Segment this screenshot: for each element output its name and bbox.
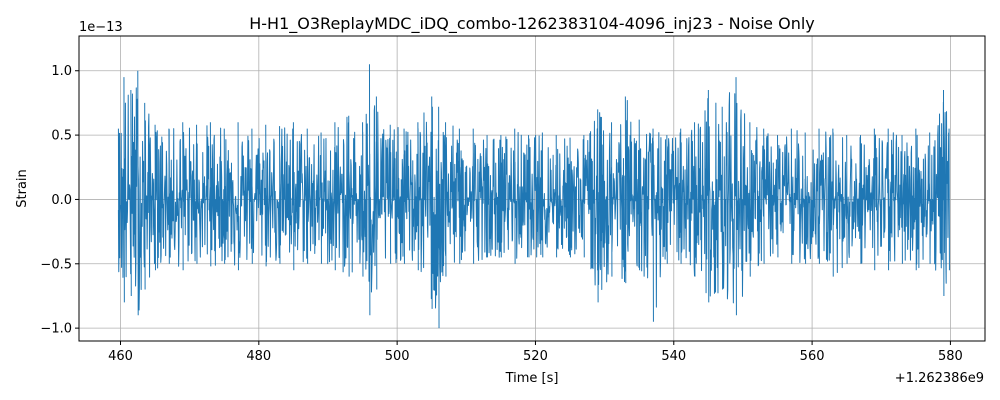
y-tick-label: 1.0: [51, 64, 72, 79]
x-axis-ticks: 460 480 500 520 540 560 580: [108, 341, 963, 364]
y-multiplier-label: 1e−13: [79, 20, 123, 35]
chart-title: H-H1_O3ReplayMDC_iDQ_combo-1262383104-40…: [249, 14, 815, 34]
x-offset-label: +1.262386e9: [895, 371, 984, 386]
x-tick-label: 580: [938, 349, 963, 364]
plot-frame: [78, 35, 986, 342]
x-tick-label: 540: [661, 349, 686, 364]
y-tick-label: 0.0: [51, 193, 72, 208]
y-tick-label: −0.5: [40, 257, 72, 272]
y-tick-label: −1.0: [40, 322, 72, 337]
y-axis-ticks: −1.0 −0.5 0.0 0.5 1.0: [40, 64, 79, 337]
x-tick-label: 460: [108, 349, 133, 364]
y-tick-label: 0.5: [51, 129, 72, 144]
grid-lines: [79, 36, 985, 341]
strain-series-line-0: [117, 64, 950, 329]
x-axis-label: Time [s]: [505, 371, 559, 386]
x-tick-label: 560: [800, 349, 825, 364]
x-tick-label: 500: [385, 349, 410, 364]
x-tick-label: 520: [523, 349, 548, 364]
x-tick-label: 480: [246, 349, 271, 364]
y-axis-label: Strain: [15, 169, 30, 208]
strain-signal-series: [117, 64, 950, 329]
